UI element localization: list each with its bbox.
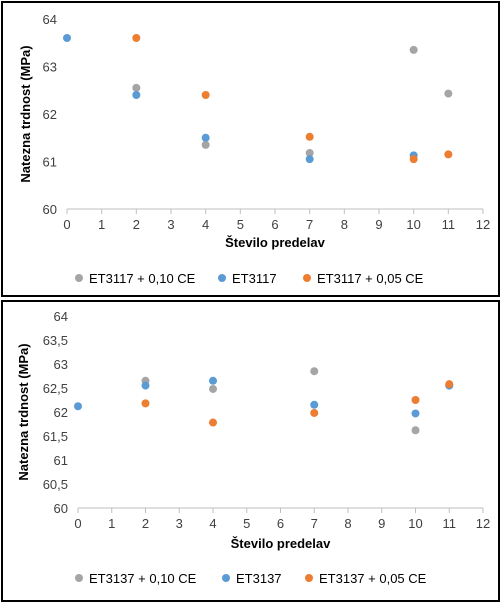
x-tick-label: 2 [133,217,140,232]
x-tick-label: 4 [209,516,216,531]
data-point [445,380,454,389]
data-point [444,89,453,98]
data-point [409,45,418,54]
x-tick-label: 3 [167,217,174,232]
y-tick-label: 64 [43,12,57,27]
chart-panel-1: 0 1 2 3 4 5 6 7 8 9 10 11 12 60 61 62 63 64 Število predel… [1,1,500,297]
data-point [411,409,420,418]
legend-label: ET3117 + 0,05 CE [317,271,424,286]
data-point [141,399,150,408]
x-axis-title: Število predelav [231,536,331,551]
data-point [409,155,418,164]
x-tick-label: 11 [443,516,457,531]
data-point [132,83,141,92]
y-tick-label: 63 [54,357,68,372]
legend-label: ET3137 + 0,10 CE [89,571,197,586]
legend-marker [303,274,311,282]
data-point [132,34,141,42]
x-tick-label: 2 [142,516,149,531]
x-axis-title: Število predelav [225,235,325,250]
data-point [310,367,319,376]
data-point [74,402,82,411]
data-point [132,91,141,99]
data-point [209,376,217,385]
x-tick-label: 7 [306,217,313,232]
y-axis-title: Natezna trdnost (MPa) [18,45,33,182]
y-tick-label: 64 [54,309,68,324]
x-tick-label: 7 [311,516,318,531]
legend-marker [75,574,83,582]
legend-label: ET3117 [232,271,277,286]
data-point [201,133,210,142]
y-tick-label: 62,5 [43,381,68,396]
x-tick-label: 12 [476,217,490,232]
data-point [201,91,210,99]
data-point [310,400,319,409]
x-tick-label: 1 [98,217,105,232]
legend-marker [222,574,230,582]
y-tick-label: 62 [43,107,57,122]
x-tick-label: 11 [442,217,456,232]
y-tick-label: 63,5 [43,333,68,348]
y-axis-title: Natezna trdnost (MPa) [16,343,31,480]
y-tick-label: 60 [43,202,57,217]
scatter-chart-2: 0 1 2 3 4 5 6 7 8 9 10 11 126060,56161,56262,56363,5… [16,309,490,586]
x-tick-label: 5 [243,516,250,531]
y-tick-label: 61 [54,453,68,468]
data-point [141,381,150,390]
y-tick-label: 60 [54,501,68,516]
x-tick-label: 1 [108,516,115,531]
data-point [305,148,314,157]
data-point [444,150,453,159]
y-tick-label: 63 [43,60,57,75]
data-point [63,34,71,42]
data-point [209,418,217,427]
legend-marker [218,274,226,282]
x-tick-label: 0 [74,516,81,531]
legend-label: ET3137 + 0,05 CE [319,571,427,586]
data-point [411,426,420,435]
data-point [310,408,319,417]
legend-marker [75,274,83,282]
x-tick-label: 10 [408,516,422,531]
x-tick-label: 6 [277,516,284,531]
x-tick-label: 4 [202,217,209,232]
y-tick-label: 60,5 [43,477,68,492]
y-tick-label: 61 [43,155,57,170]
x-tick-label: 8 [341,217,348,232]
x-tick-label: 0 [63,217,70,232]
x-tick-label: 3 [176,516,183,531]
legend-marker [305,574,313,582]
x-tick-label: 10 [406,217,420,232]
data-point [305,132,314,141]
y-tick-label: 62 [54,405,68,420]
data-point [411,396,420,404]
x-tick-label: 5 [237,217,244,232]
chart-panel-2: 0 1 2 3 4 5 6 7 8 9 10 11 12 60 60,5 61 61,5 62 62,5 63 63,5… [1,300,500,602]
legend-label: ET3117 + 0,10 CE [89,271,196,286]
data-point [201,140,210,149]
x-tick-label: 12 [476,516,490,531]
x-tick-label: 8 [344,516,351,531]
x-tick-label: 9 [375,217,382,232]
y-tick-label: 61,5 [43,429,68,444]
legend-label: ET3137 [236,571,282,586]
x-tick-label: 9 [378,516,385,531]
data-point [305,155,314,164]
data-point [209,384,217,393]
x-tick-label: 6 [271,217,278,232]
